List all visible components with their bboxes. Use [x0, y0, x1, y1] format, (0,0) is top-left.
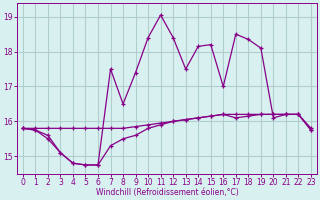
X-axis label: Windchill (Refroidissement éolien,°C): Windchill (Refroidissement éolien,°C) [96, 188, 238, 197]
